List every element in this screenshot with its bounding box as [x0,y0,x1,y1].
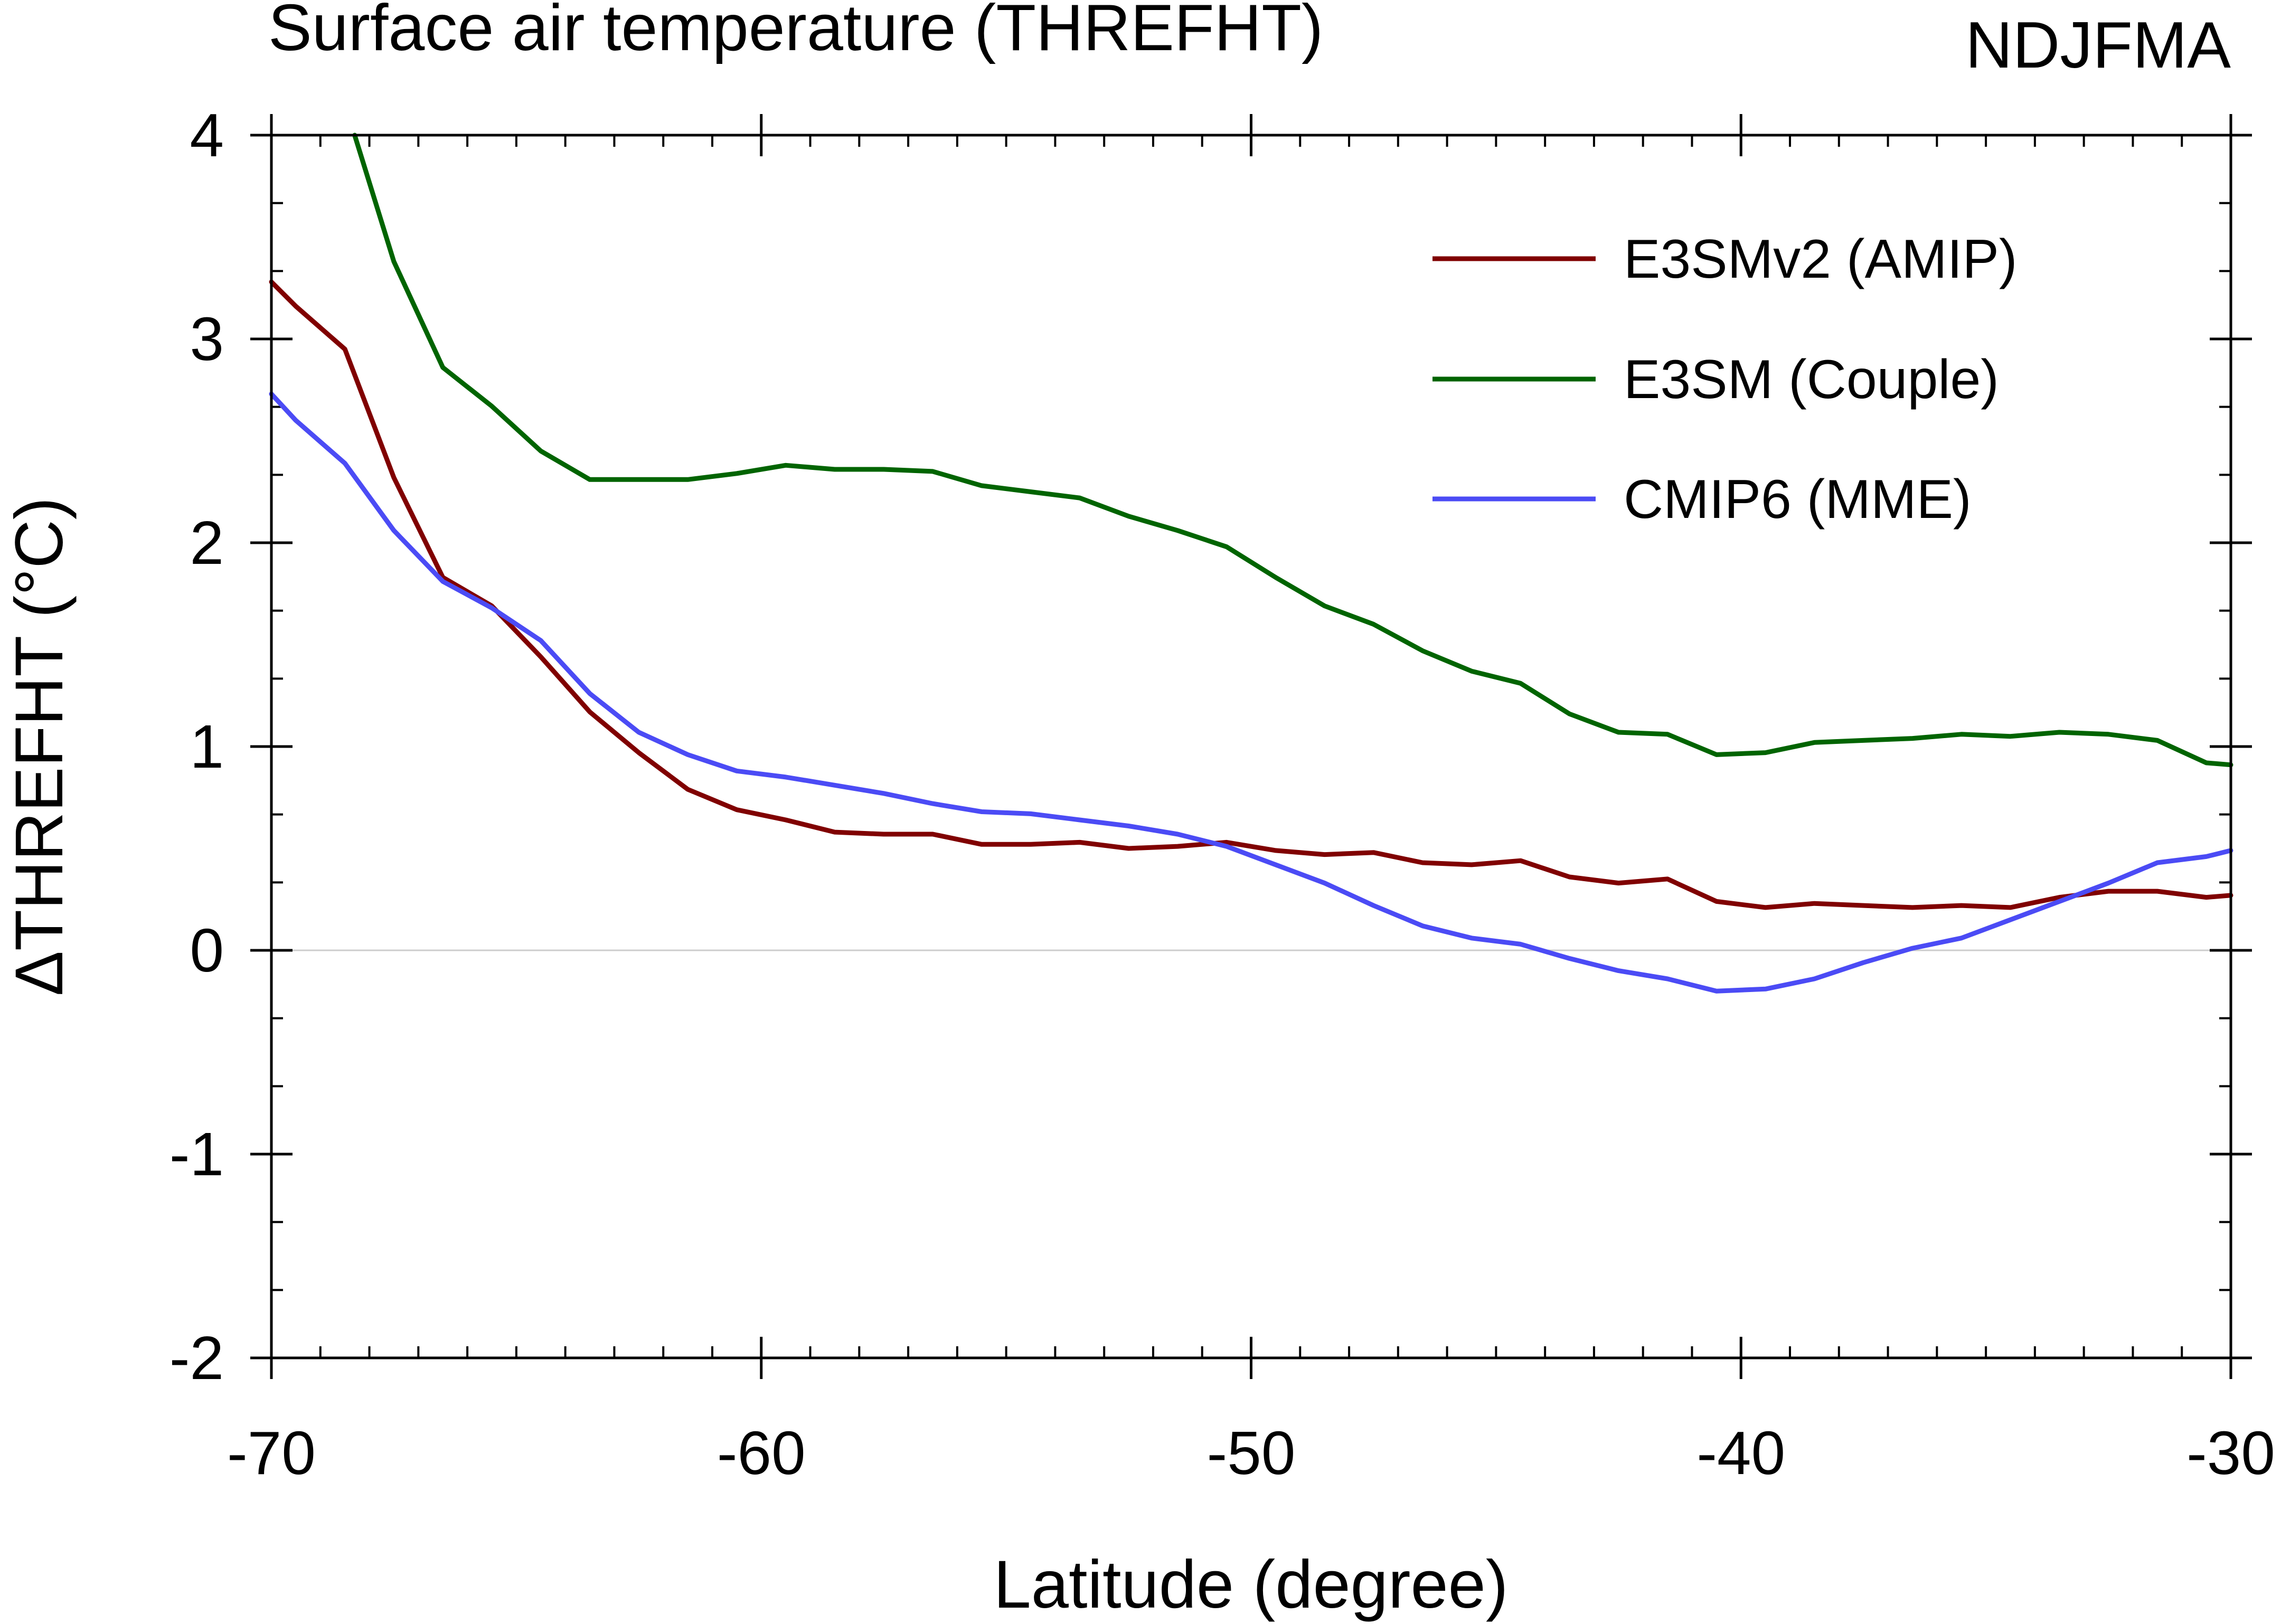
legend-label-0: E3SMv2 (AMIP) [1624,229,2017,290]
series-line-1 [352,133,2233,768]
series-lines-group [269,133,2233,994]
y-tick-label: -1 [169,1120,224,1188]
x-tick-label: -60 [717,1419,806,1487]
plot-frame [270,134,2232,1359]
series-line-2 [269,391,2233,994]
y-tick-label: 4 [190,101,224,169]
y-tick-label: 1 [190,712,224,781]
x-tick-label: -50 [1207,1419,1296,1487]
x-tick-label: -70 [227,1419,316,1487]
series-line-0 [269,279,2233,910]
tick-labels-group: -70 -60 -50 -40 -30 -2 -1 0 1 2 3 4 [169,101,2275,1487]
axis-ticks-group [250,114,2252,1379]
legend-label-1: E3SM (Couple) [1624,349,1999,410]
y-tick-label: 2 [190,508,224,577]
chart-title: Surface air temperature (THREFHT) [268,0,1323,64]
x-tick-label: -40 [1696,1419,1785,1487]
y-axis-label: ΔTHREFHT (°C) [2,497,77,996]
y-tick-label: 3 [190,305,224,373]
x-tick-label: -30 [2186,1419,2275,1487]
legend-label-2: CMIP6 (MME) [1624,469,1972,530]
x-axis-label: Latitude (degree) [994,1547,1509,1622]
y-tick-label: -2 [169,1324,224,1392]
season-label: NDJFMA [1965,9,2231,82]
y-tick-label: 0 [190,916,224,985]
legend: E3SMv2 (AMIP) E3SM (Couple) CMIP6 (MME) [1432,229,2017,530]
